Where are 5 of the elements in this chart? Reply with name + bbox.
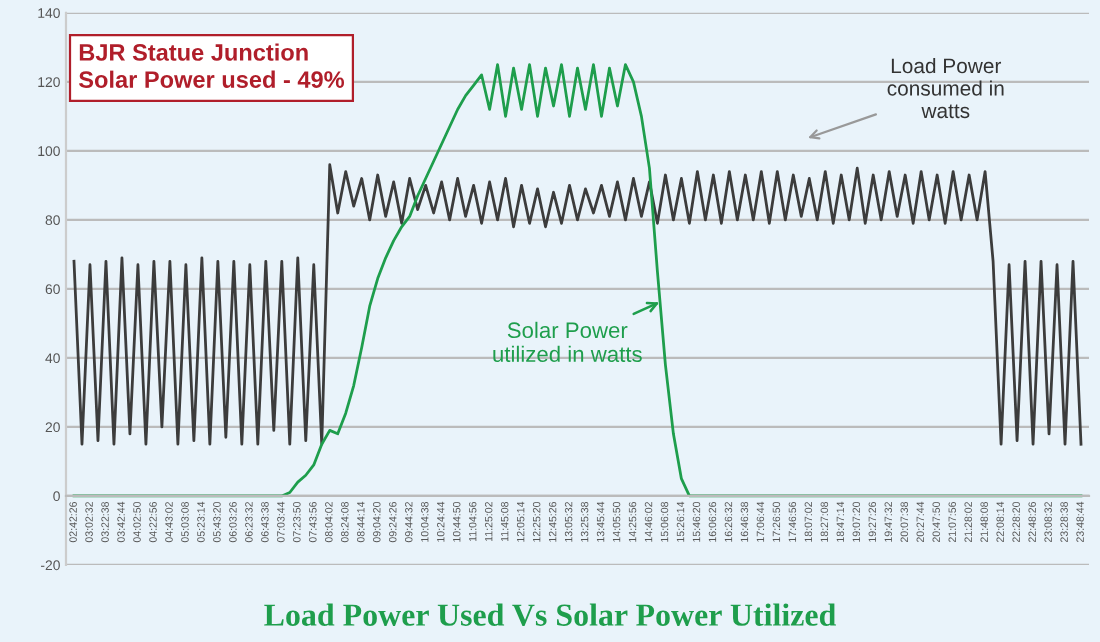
annotation: Solar Power utilized in watts — [493, 321, 642, 363]
annotation: Load Power consumed in watts — [887, 57, 1004, 119]
text: Load Power Used Vs Solar Power Utilized — [264, 603, 836, 627]
line-series — [72, 163, 1083, 446]
annotation: BJR Statue Junction Solar Power used - 49% — [78, 43, 345, 88]
